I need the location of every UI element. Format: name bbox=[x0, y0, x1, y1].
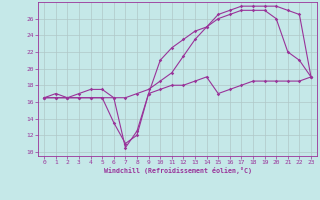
X-axis label: Windchill (Refroidissement éolien,°C): Windchill (Refroidissement éolien,°C) bbox=[104, 167, 252, 174]
